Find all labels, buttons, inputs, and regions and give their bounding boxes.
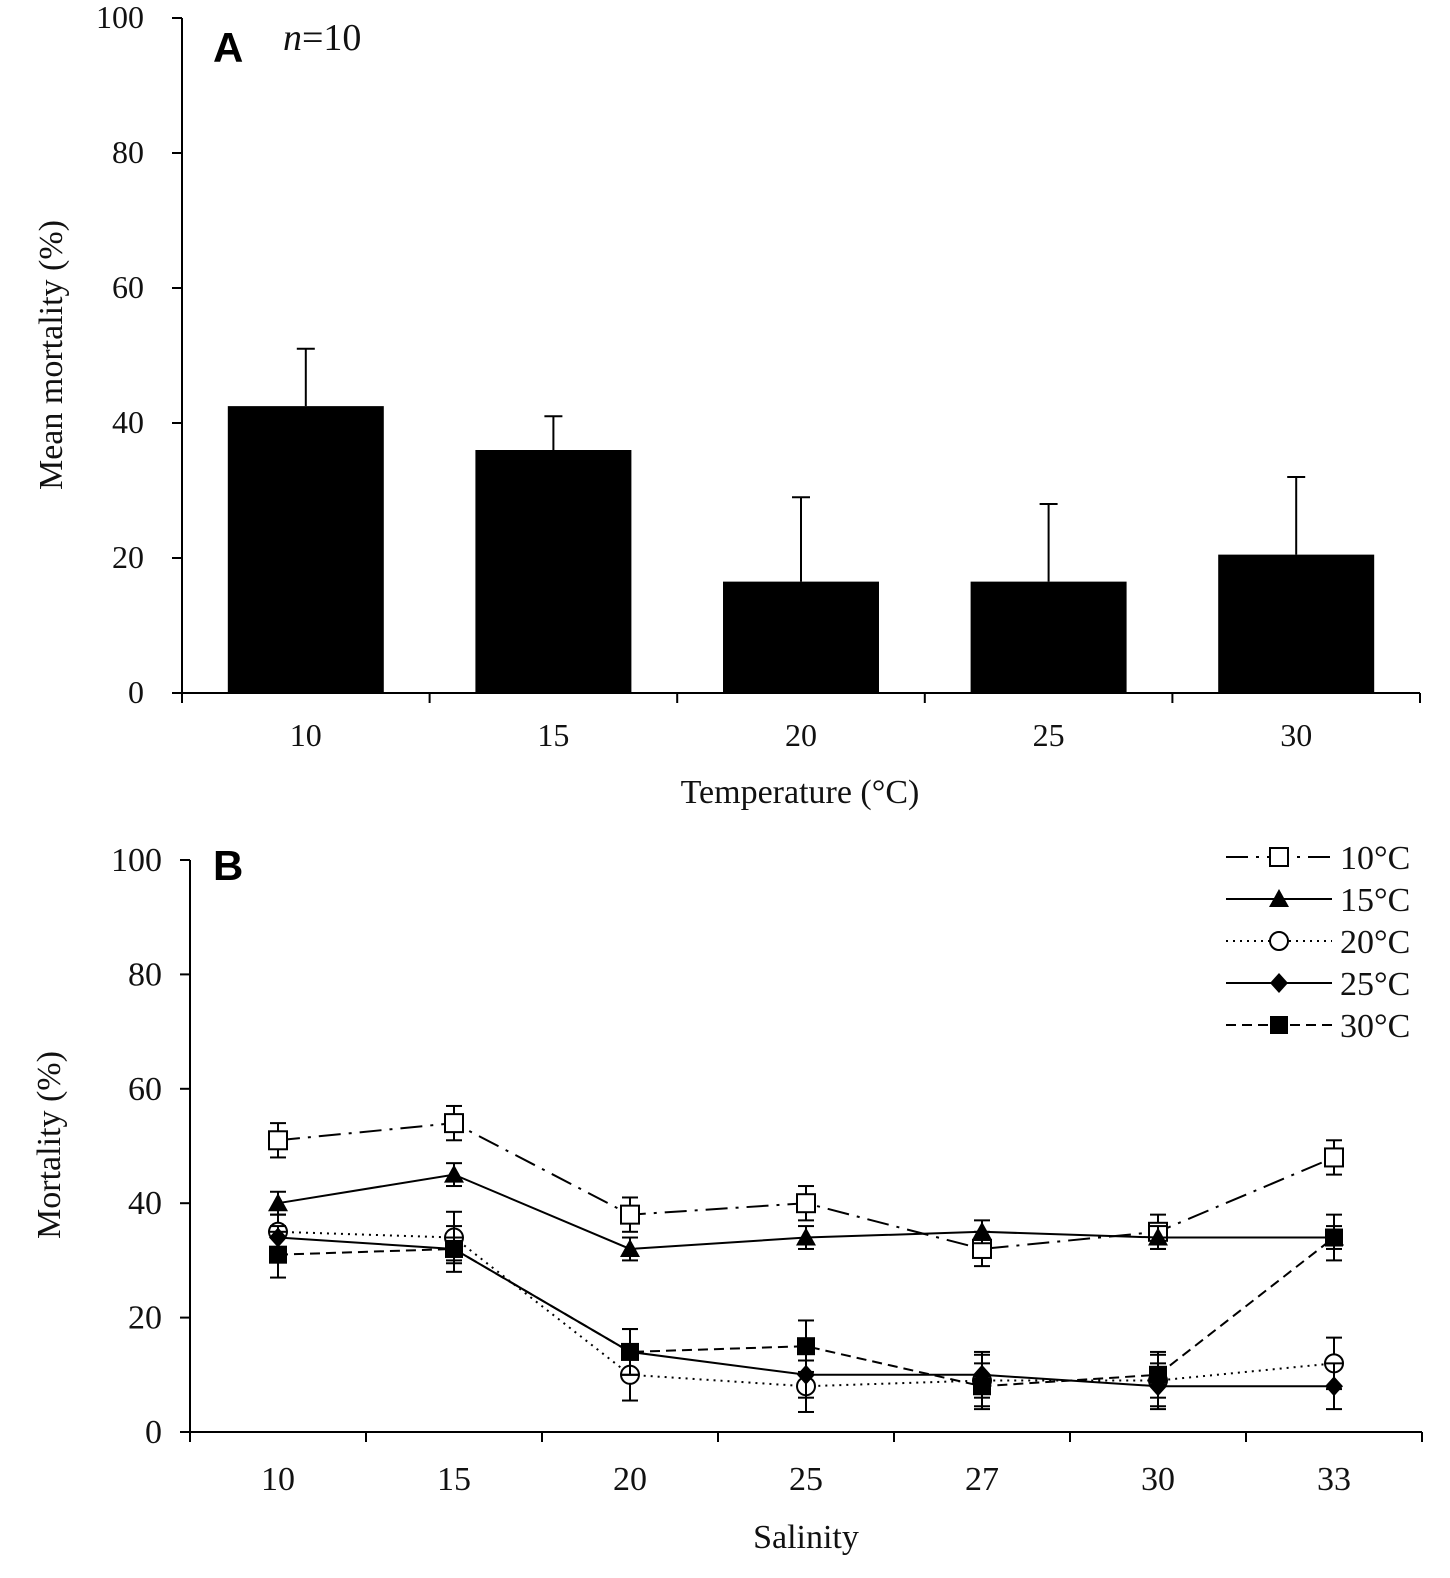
marker-filled-square xyxy=(797,1337,815,1356)
y-tick-label: 100 xyxy=(111,842,162,879)
legend-label: 25°C xyxy=(1340,966,1410,1003)
bar xyxy=(723,581,879,693)
x-tick-label: 10 xyxy=(290,717,322,753)
marker-filled-diamond xyxy=(1325,1376,1343,1397)
x-tick-label: 20 xyxy=(785,717,817,753)
x-tick-label: 33 xyxy=(1317,1461,1351,1498)
marker-open-circle xyxy=(1269,931,1289,951)
marker-filled-square xyxy=(973,1377,991,1396)
legend-entry: 30°C xyxy=(1226,1008,1410,1045)
marker-open-square xyxy=(796,1193,816,1214)
y-tick-label: 100 xyxy=(96,0,144,35)
legend-label: 20°C xyxy=(1340,924,1410,961)
y-tick-label: 40 xyxy=(112,404,144,440)
marker-filled-square xyxy=(1270,1016,1288,1034)
legend-entry: 15°C xyxy=(1226,882,1410,919)
legend-label: 10°C xyxy=(1340,840,1410,877)
legend-entry: 20°C xyxy=(1226,924,1410,961)
marker-filled-triangle xyxy=(444,1164,464,1183)
x-tick-label: 20 xyxy=(613,1461,647,1498)
marker-filled-square xyxy=(1149,1365,1167,1384)
x-tick-label: 27 xyxy=(965,1461,999,1498)
marker-filled-triangle xyxy=(1269,889,1289,907)
x-tick-label: 30 xyxy=(1141,1461,1175,1498)
marker-filled-square xyxy=(1325,1228,1343,1247)
y-tick-label: 20 xyxy=(128,1300,162,1337)
y-tick-label: 0 xyxy=(145,1414,162,1451)
x-tick-label: 30 xyxy=(1280,717,1312,753)
marker-open-square xyxy=(1324,1147,1344,1168)
panel-b-label: B xyxy=(213,842,243,889)
panel-b-line-chart: B 0 20 40 60 80 100 10 15 20 25 27 30 33 10°C 15°C 20… xyxy=(31,840,1423,1556)
y-tick-label: 80 xyxy=(128,956,162,993)
x-tick-label: 15 xyxy=(437,1461,471,1498)
legend-entry: 25°C xyxy=(1226,966,1410,1003)
marker-filled-triangle xyxy=(796,1227,816,1246)
marker-open-square xyxy=(620,1204,640,1225)
panel-a-x-axis-title: Temperature (°C) xyxy=(681,774,920,811)
y-tick-label: 40 xyxy=(128,1185,162,1222)
marker-open-square xyxy=(268,1130,288,1151)
marker-filled-square xyxy=(621,1342,639,1361)
panel-a-label: A xyxy=(213,24,243,71)
legend-label: 15°C xyxy=(1340,882,1410,919)
series-30c xyxy=(269,1213,1343,1411)
marker-filled-square xyxy=(269,1245,287,1264)
panel-b-y-axis-title: Mortality (%) xyxy=(31,1051,68,1239)
x-tick-label: 10 xyxy=(261,1461,295,1498)
x-tick-label: 15 xyxy=(537,717,569,753)
marker-filled-triangle xyxy=(1148,1227,1168,1246)
y-tick-label: 60 xyxy=(112,269,144,305)
y-tick-label: 80 xyxy=(112,134,144,170)
bar xyxy=(475,450,632,693)
marker-filled-triangle xyxy=(268,1193,288,1212)
legend-entry: 10°C xyxy=(1226,840,1410,877)
legend: 10°C 15°C 20°C 25°C 30°C xyxy=(1226,840,1410,1045)
marker-filled-diamond xyxy=(1270,973,1288,993)
x-tick-label: 25 xyxy=(789,1461,823,1498)
panel-b-x-axis-title: Salinity xyxy=(753,1519,859,1556)
marker-filled-diamond xyxy=(797,1364,815,1385)
bar xyxy=(970,581,1127,693)
marker-open-square xyxy=(1269,847,1289,867)
y-tick-label: 0 xyxy=(128,674,144,710)
legend-label: 30°C xyxy=(1340,1008,1410,1045)
marker-filled-triangle xyxy=(972,1221,992,1240)
bar xyxy=(1218,554,1375,693)
series-25c xyxy=(269,1225,1343,1411)
bar xyxy=(227,406,384,693)
panel-a-bar-chart: A n=10 0 20 40 60 80 100 10 15 20 25 30 Temperatu… xyxy=(33,0,1421,811)
marker-open-square xyxy=(444,1113,464,1134)
sample-size-annotation: n=10 xyxy=(283,17,361,59)
x-tick-label: 25 xyxy=(1033,717,1065,753)
y-tick-label: 20 xyxy=(112,539,144,575)
y-tick-label: 60 xyxy=(128,1071,162,1108)
marker-filled-square xyxy=(445,1239,463,1258)
panel-a-y-axis-title: Mean mortality (%) xyxy=(33,220,70,490)
marker-filled-triangle xyxy=(620,1238,640,1257)
